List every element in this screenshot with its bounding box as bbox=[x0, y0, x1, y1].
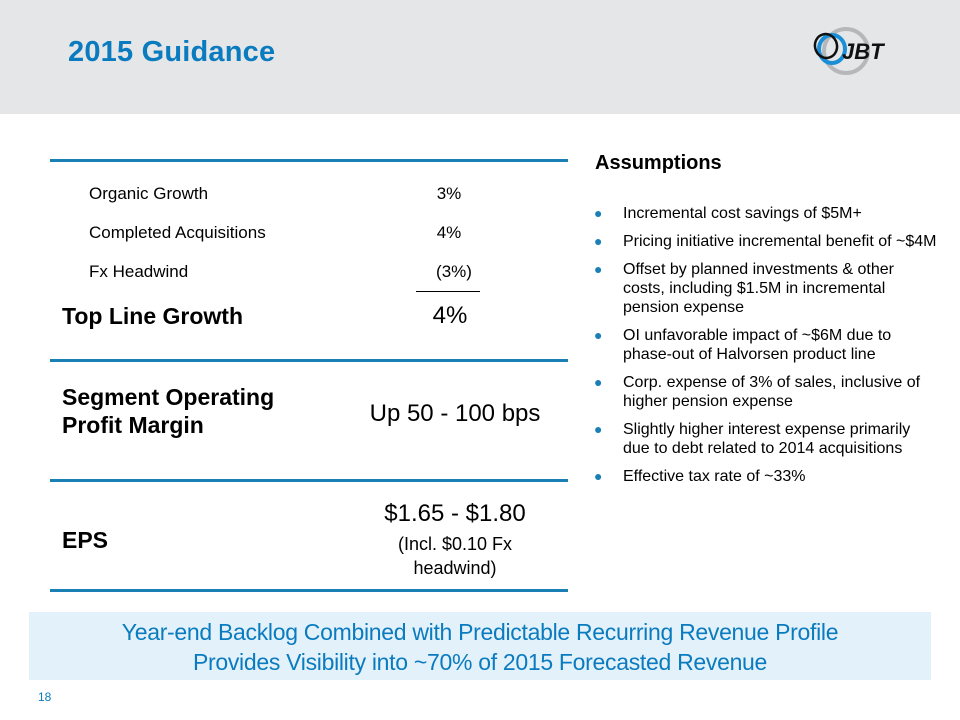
table-rule-top bbox=[50, 159, 568, 162]
table-rule-2 bbox=[50, 359, 568, 362]
page-number: 18 bbox=[38, 690, 52, 704]
acquisitions-label: Completed Acquisitions bbox=[89, 223, 266, 242]
banner-line1: Year-end Backlog Combined with Predictab… bbox=[121, 619, 839, 645]
organic-growth-label: Organic Growth bbox=[89, 184, 209, 203]
eps-note: (Incl. $0.10 Fx headwind) bbox=[355, 532, 555, 580]
fx-headwind-label: Fx Headwind bbox=[89, 262, 189, 281]
table-rule-bottom bbox=[50, 589, 568, 592]
assumption-item: ● Effective tax rate of ~33% bbox=[594, 468, 806, 485]
assumption-item: ● OI unfavorable impact of ~$6M due to ph… bbox=[594, 327, 892, 363]
bullet-icon: ● bbox=[594, 374, 603, 390]
segment-margin-label-line1: Segment Operating bbox=[62, 384, 275, 410]
assumption-item: ● Corp. expense of 3% of sales, inclusive… bbox=[594, 374, 921, 410]
assumption-item: ● Offset by planned investments & other c… bbox=[594, 261, 894, 316]
bullet-icon: ● bbox=[594, 327, 603, 343]
eps-note-line2: headwind) bbox=[413, 558, 497, 578]
slide-title: 2015 Guidance bbox=[68, 36, 276, 68]
subtotal-underline bbox=[416, 291, 480, 292]
assumption-item: ● Incremental cost savings of $5M+ bbox=[594, 205, 862, 222]
fx-headwind-value: (3%) bbox=[436, 262, 472, 281]
table-rule-3 bbox=[50, 479, 568, 482]
eps-label: EPS bbox=[62, 527, 109, 553]
eps-note-line1: (Incl. $0.10 Fx bbox=[397, 534, 513, 554]
segment-margin-value: Up 50 - 100 bps bbox=[369, 400, 541, 427]
segment-margin-label-line2: Profit Margin bbox=[62, 412, 204, 438]
visibility-banner: Year-end Backlog Combined with Predictab… bbox=[29, 612, 931, 680]
bullet-icon: ● bbox=[594, 261, 603, 277]
organic-growth-value: 3% bbox=[436, 184, 462, 203]
acquisitions-value: 4% bbox=[436, 223, 462, 242]
assumption-item: ● Pricing initiative incremental benefit … bbox=[594, 233, 937, 250]
jbt-logo-icon: JBT bbox=[813, 27, 885, 75]
logo-text: JBT bbox=[842, 39, 885, 64]
assumption-item: ● Slightly higher interest expense primar… bbox=[594, 421, 911, 457]
bullet-icon: ● bbox=[594, 421, 603, 437]
bullet-icon: ● bbox=[594, 205, 603, 221]
banner-line2: Provides Visibility into ~70% of 2015 Fo… bbox=[192, 649, 768, 675]
assumptions-title: Assumptions bbox=[595, 152, 722, 174]
bullet-icon: ● bbox=[594, 233, 603, 249]
assumptions-list: ● Incremental cost savings of $5M+ ● Prici… bbox=[594, 204, 939, 495]
eps-value: $1.65 - $1.80 bbox=[384, 500, 526, 527]
segment-margin-label: Segment Operating Profit Margin bbox=[62, 383, 274, 439]
slide-header: 2015 Guidance JBT bbox=[0, 0, 960, 114]
bullet-icon: ● bbox=[594, 468, 603, 484]
top-line-growth-value: 4% bbox=[432, 302, 468, 329]
top-line-growth-label: Top Line Growth bbox=[62, 303, 243, 329]
